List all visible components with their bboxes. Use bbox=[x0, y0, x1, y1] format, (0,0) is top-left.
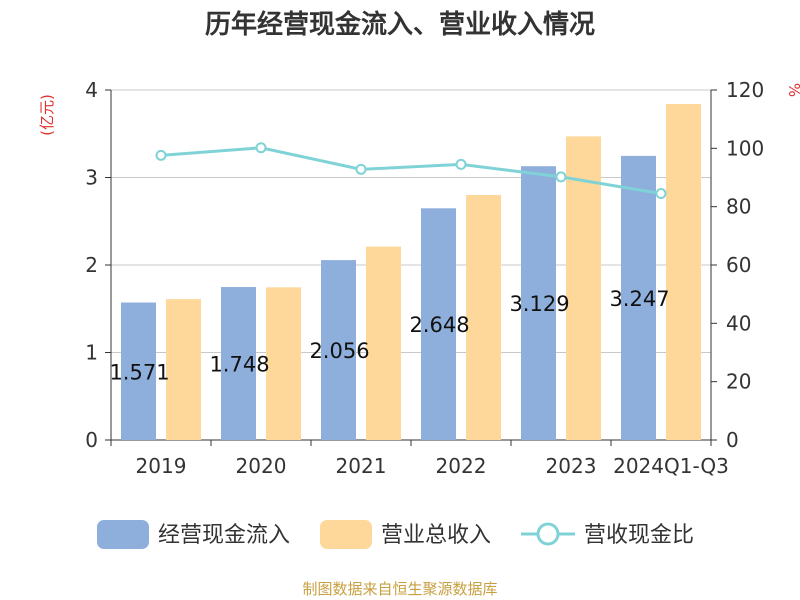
legend-label-ratio: 营收现金比 bbox=[584, 523, 694, 548]
x-tick-label: 2020 bbox=[236, 454, 287, 478]
right-tick-label: 20 bbox=[726, 370, 751, 394]
bar bbox=[121, 302, 156, 440]
ratio-point bbox=[555, 171, 567, 183]
right-tick-label: 100 bbox=[726, 136, 764, 160]
bar bbox=[321, 260, 356, 440]
left-tick-label: 1 bbox=[85, 341, 98, 365]
right-tick-label: 40 bbox=[726, 311, 751, 335]
source-note: 制图数据来自恒生聚源数据库 bbox=[302, 580, 497, 598]
right-tick-label: 120 bbox=[726, 78, 764, 102]
left-tick-label: 2 bbox=[85, 253, 98, 277]
bar bbox=[566, 136, 601, 440]
data-label: 3.129 bbox=[509, 292, 569, 316]
right-tick-label: 60 bbox=[726, 253, 751, 277]
left-tick-label: 4 bbox=[85, 78, 98, 102]
x-tick-label: 2021 bbox=[336, 454, 387, 478]
legend-label-cash-inflow: 经营现金流入 bbox=[158, 523, 290, 548]
legend-swatch-cash-inflow bbox=[97, 520, 149, 549]
data-label: 2.648 bbox=[409, 313, 469, 337]
ratio-point bbox=[355, 163, 367, 175]
legend-swatch-revenue bbox=[320, 520, 372, 549]
left-tick-label: 0 bbox=[85, 428, 98, 452]
bar bbox=[266, 287, 301, 440]
axes: 01234020406080100120(亿元)%201920202021202… bbox=[38, 78, 800, 478]
right-axis-unit: % bbox=[785, 83, 800, 97]
x-tick-label: 2022 bbox=[436, 454, 487, 478]
ratio-point bbox=[255, 142, 267, 154]
left-axis-unit: (亿元) bbox=[38, 94, 56, 136]
ratio-line-path bbox=[160, 146, 662, 196]
legend: 经营现金流入 营业总收入 营收现金比 bbox=[97, 520, 694, 549]
x-tick-label: 2024Q1-Q3 bbox=[613, 454, 729, 478]
bar bbox=[666, 104, 701, 440]
bar bbox=[221, 287, 256, 440]
data-label: 3.247 bbox=[609, 287, 669, 311]
data-label: 2.056 bbox=[309, 339, 369, 363]
legend-label-revenue: 营业总收入 bbox=[381, 523, 491, 548]
ratio-point bbox=[655, 188, 667, 200]
x-tick-label: 2023 bbox=[546, 454, 597, 478]
bar bbox=[621, 155, 656, 440]
ratio-point bbox=[455, 158, 467, 170]
bar bbox=[466, 195, 501, 440]
bars bbox=[121, 104, 701, 440]
ratio-line bbox=[155, 142, 667, 200]
chart-title: 历年经营现金流入、营业收入情况 bbox=[205, 9, 595, 40]
bar bbox=[366, 246, 401, 440]
bar bbox=[166, 299, 201, 440]
data-label: 1.748 bbox=[209, 353, 269, 377]
data-label: 1.571 bbox=[109, 360, 169, 384]
bar bbox=[521, 166, 556, 440]
x-tick-label: 2019 bbox=[136, 454, 187, 478]
right-tick-label: 0 bbox=[726, 428, 739, 452]
right-tick-label: 80 bbox=[726, 195, 751, 219]
left-tick-label: 3 bbox=[85, 166, 98, 190]
ratio-point bbox=[155, 149, 167, 161]
grid-lines bbox=[111, 89, 711, 353]
legend-swatch-ratio-marker bbox=[536, 522, 560, 546]
data-labels: 1.571 1.748 2.056 2.648 3.129 3.247 bbox=[109, 287, 669, 384]
bar bbox=[421, 208, 456, 440]
